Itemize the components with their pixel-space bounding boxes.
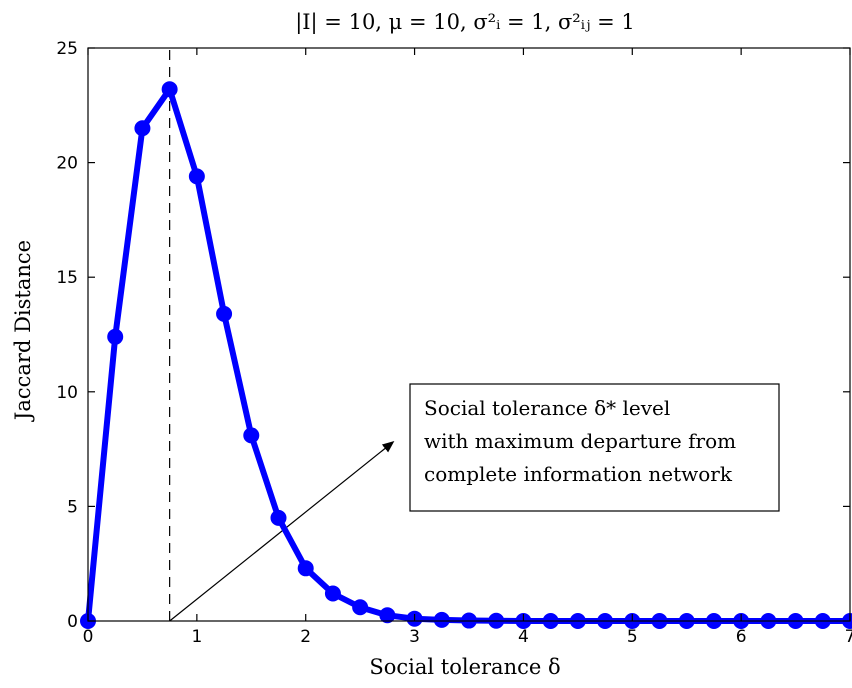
x-tick-label: 5 — [627, 627, 638, 647]
data-point — [243, 427, 260, 444]
data-point — [161, 81, 178, 98]
annotation-line-3: complete information network — [424, 462, 733, 486]
data-point — [216, 305, 233, 322]
y-tick-label: 25 — [56, 39, 78, 59]
data-point — [352, 599, 369, 616]
data-point — [379, 607, 396, 624]
y-tick-label: 10 — [56, 383, 78, 403]
x-tick-label: 6 — [736, 627, 747, 647]
data-point — [188, 168, 205, 185]
y-axis-title: Jaccard Distance — [11, 240, 35, 422]
chart-title: |I| = 10, μ = 10, σ²ᵢ = 1, σ²ᵢⱼ = 1 — [295, 10, 635, 35]
x-tick-label: 7 — [845, 627, 852, 647]
annotation-line-1: Social tolerance δ* level — [424, 396, 670, 420]
plot-area — [80, 50, 852, 629]
y-tick-label: 20 — [56, 154, 78, 174]
y-tick-label: 0 — [67, 612, 78, 632]
annotation-line-2: with maximum departure from — [424, 429, 736, 453]
axis-ticks: 0 1 2 3 4 5 6 7 0 5 10 15 20 25 — [56, 39, 852, 647]
x-tick-label: 1 — [191, 627, 202, 647]
annotation: Social tolerance δ* level with maximum d… — [409, 383, 780, 512]
data-point — [433, 611, 450, 628]
y-tick-label: 5 — [67, 497, 78, 517]
x-tick-label: 0 — [83, 627, 94, 647]
plot-frame — [87, 47, 851, 622]
x-axis-title: Social tolerance δ — [369, 655, 560, 679]
series-line — [85, 86, 852, 624]
x-tick-label: 4 — [518, 627, 529, 647]
annotation-arrow — [169, 440, 395, 622]
y-tick-label: 15 — [56, 268, 78, 288]
data-point — [134, 120, 151, 137]
data-point — [107, 328, 124, 345]
data-point — [270, 509, 287, 526]
annotation-box — [409, 383, 780, 512]
x-tick-label: 2 — [300, 627, 311, 647]
data-point — [324, 585, 341, 602]
data-point — [297, 560, 314, 577]
x-tick-label: 3 — [409, 627, 420, 647]
